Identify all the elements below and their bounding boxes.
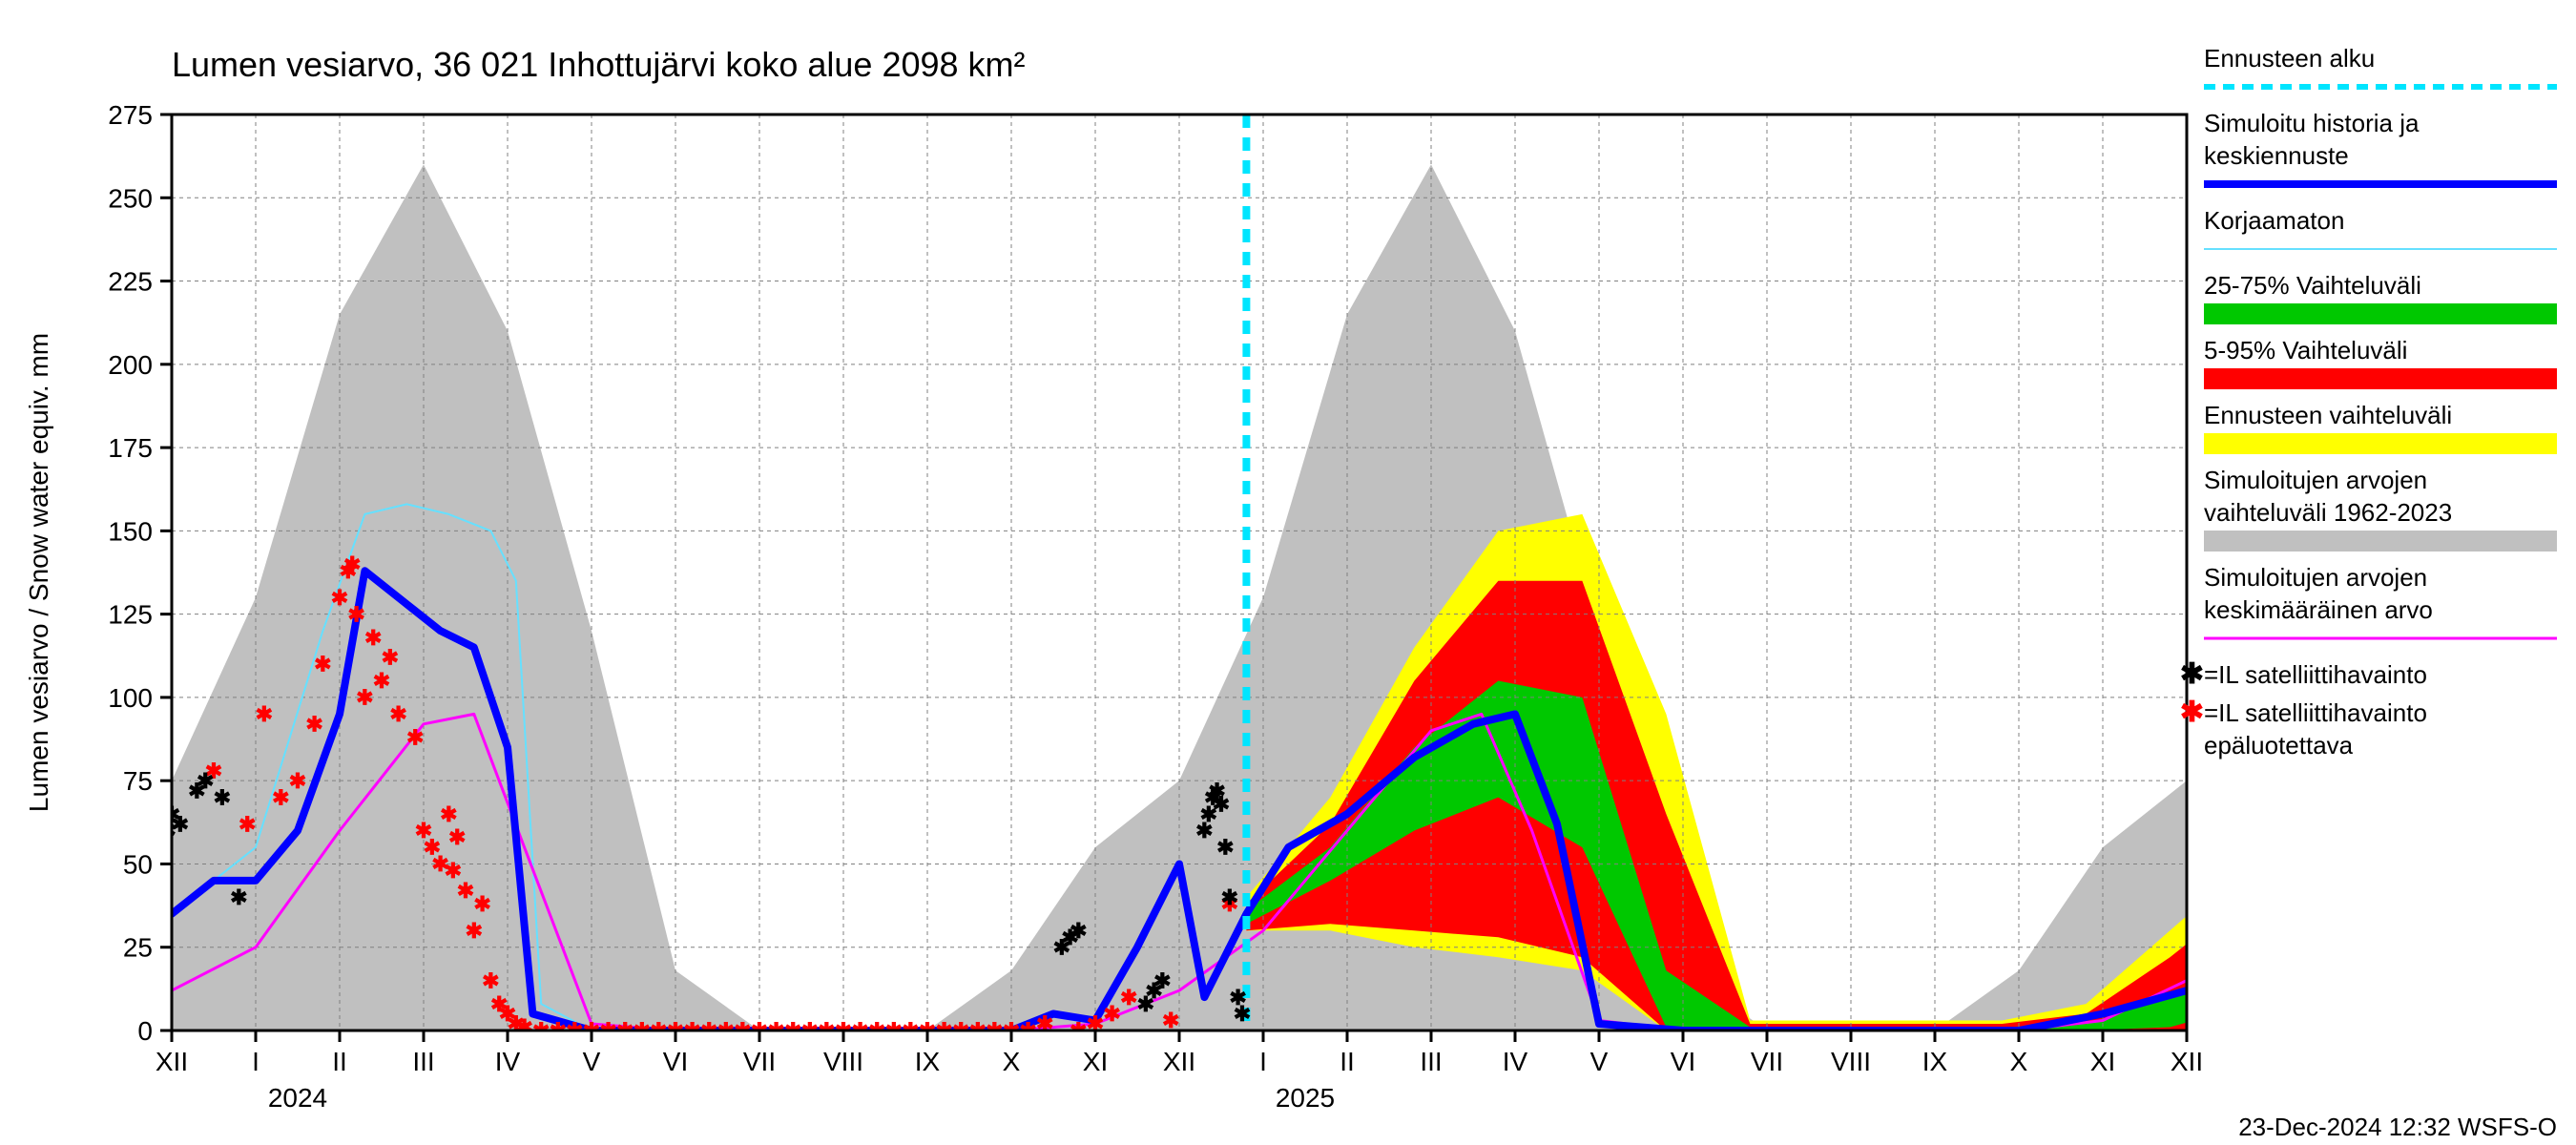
svg-text:200: 200 xyxy=(108,350,153,380)
svg-text:75: 75 xyxy=(123,766,153,796)
svg-text:✱: ✱ xyxy=(1213,792,1230,816)
svg-text:100: 100 xyxy=(108,683,153,713)
legend-label-uncorrected: Korjaamaton xyxy=(2204,206,2344,235)
svg-text:✱: ✱ xyxy=(1221,885,1238,909)
legend-label-sat_bad: epäluotettava xyxy=(2204,731,2354,760)
legend-label-full: Ennusteen vaihteluväli xyxy=(2204,401,2452,429)
svg-text:V: V xyxy=(583,1047,601,1076)
svg-text:✱: ✱ xyxy=(214,785,231,809)
svg-text:V: V xyxy=(1590,1047,1609,1076)
legend-swatch-hist_range xyxy=(2204,531,2557,552)
legend-label-sim_hist: keskiennuste xyxy=(2204,141,2349,170)
svg-text:✱: ✱ xyxy=(1216,836,1234,860)
svg-text:275: 275 xyxy=(108,100,153,130)
svg-text:I: I xyxy=(252,1047,260,1076)
svg-text:225: 225 xyxy=(108,267,153,297)
svg-text:VII: VII xyxy=(1751,1047,1783,1076)
svg-text:VI: VI xyxy=(663,1047,688,1076)
svg-text:✱: ✱ xyxy=(482,968,499,992)
svg-text:✱: ✱ xyxy=(406,726,424,750)
svg-text:III: III xyxy=(1420,1047,1442,1076)
svg-text:175: 175 xyxy=(108,433,153,463)
svg-text:✱: ✱ xyxy=(356,686,373,710)
svg-text:✱: ✱ xyxy=(1070,919,1087,943)
legend-label-forecast_start: Ennusteen alku xyxy=(2204,44,2375,73)
svg-text:XII: XII xyxy=(156,1047,188,1076)
svg-text:150: 150 xyxy=(108,516,153,546)
svg-text:✱: ✱ xyxy=(343,552,361,576)
timestamp: 23-Dec-2024 12:32 WSFS-O xyxy=(2238,1113,2557,1141)
svg-text:125: 125 xyxy=(108,600,153,630)
svg-text:✱: ✱ xyxy=(457,879,474,903)
svg-text:✱: ✱ xyxy=(331,586,348,610)
svg-text:✱: ✱ xyxy=(382,646,399,670)
legend-label-iq50: 25-75% Vaihteluväli xyxy=(2204,271,2421,300)
svg-text:VIII: VIII xyxy=(823,1047,863,1076)
svg-text:✱: ✱ xyxy=(272,785,289,809)
svg-text:✱: ✱ xyxy=(305,713,322,737)
svg-text:VII: VII xyxy=(743,1047,776,1076)
svg-text:IV: IV xyxy=(495,1047,521,1076)
chart-svg: ✱✱✱✱✱✱✱✱✱✱✱✱✱✱✱✱✱✱✱✱✱✱✱✱✱✱✱✱✱✱✱✱✱✱✱✱✱✱✱✱… xyxy=(0,0,2576,1145)
legend-marker-sat_bad: ✱ xyxy=(2180,697,2204,728)
svg-text:III: III xyxy=(412,1047,434,1076)
legend-label-sat_bad: =IL satelliittihavainto xyxy=(2204,698,2427,727)
svg-text:2024: 2024 xyxy=(268,1083,327,1113)
svg-text:✱: ✱ xyxy=(440,802,457,826)
svg-text:II: II xyxy=(1340,1047,1355,1076)
svg-text:X: X xyxy=(2010,1047,2028,1076)
svg-text:VIII: VIII xyxy=(1831,1047,1871,1076)
svg-text:✱: ✱ xyxy=(256,702,273,726)
svg-text:XI: XI xyxy=(1083,1047,1108,1076)
svg-text:XII: XII xyxy=(2171,1047,2203,1076)
svg-text:XII: XII xyxy=(1163,1047,1195,1076)
legend-label-hist_mean: keskimääräinen arvo xyxy=(2204,595,2433,624)
legend-label-hist_range: vaihteluväli 1962-2023 xyxy=(2204,498,2452,527)
svg-text:X: X xyxy=(1003,1047,1021,1076)
snow-water-equiv-chart: ✱✱✱✱✱✱✱✱✱✱✱✱✱✱✱✱✱✱✱✱✱✱✱✱✱✱✱✱✱✱✱✱✱✱✱✱✱✱✱✱… xyxy=(0,0,2576,1145)
chart-title: Lumen vesiarvo, 36 021 Inhottujärvi koko… xyxy=(172,45,1026,84)
svg-text:25: 25 xyxy=(123,933,153,963)
svg-text:250: 250 xyxy=(108,183,153,213)
svg-text:✱: ✱ xyxy=(197,769,214,793)
svg-text:✱: ✱ xyxy=(473,892,490,916)
legend-label-hist_range: Simuloitujen arvojen xyxy=(2204,466,2427,494)
svg-text:2025: 2025 xyxy=(1276,1083,1335,1113)
legend-swatch-iq90 xyxy=(2204,368,2557,389)
svg-text:✱: ✱ xyxy=(230,885,247,909)
svg-text:✱: ✱ xyxy=(1234,1002,1251,1026)
svg-text:✱: ✱ xyxy=(172,812,189,836)
legend-label-sim_hist: Simuloitu historia ja xyxy=(2204,109,2420,137)
svg-text:✱: ✱ xyxy=(448,825,466,849)
svg-text:✱: ✱ xyxy=(1153,968,1171,992)
svg-text:✱: ✱ xyxy=(1162,1009,1179,1032)
svg-text:I: I xyxy=(1259,1047,1267,1076)
svg-text:✱: ✱ xyxy=(364,626,382,650)
svg-text:✱: ✱ xyxy=(373,669,390,693)
svg-text:✱: ✱ xyxy=(314,653,331,677)
svg-text:✱: ✱ xyxy=(389,702,406,726)
legend-label-sat_ok: =IL satelliittihavainto xyxy=(2204,660,2427,689)
legend-swatch-iq50 xyxy=(2204,303,2557,324)
svg-text:II: II xyxy=(332,1047,347,1076)
svg-text:✱: ✱ xyxy=(466,919,483,943)
svg-text:VI: VI xyxy=(1671,1047,1695,1076)
svg-text:50: 50 xyxy=(123,849,153,879)
svg-text:✱: ✱ xyxy=(289,769,306,793)
svg-text:✱: ✱ xyxy=(1120,986,1137,1010)
svg-text:0: 0 xyxy=(137,1016,153,1046)
svg-text:XI: XI xyxy=(2090,1047,2115,1076)
svg-text:IX: IX xyxy=(1922,1047,1948,1076)
svg-text:✱: ✱ xyxy=(1103,1002,1120,1026)
legend-marker-sat_ok: ✱ xyxy=(2180,658,2204,690)
svg-text:IV: IV xyxy=(1503,1047,1528,1076)
svg-text:IX: IX xyxy=(915,1047,941,1076)
legend-swatch-full xyxy=(2204,433,2557,454)
legend-label-iq90: 5-95% Vaihteluväli xyxy=(2204,336,2407,364)
y-axis-label: Lumen vesiarvo / Snow water equiv. mm xyxy=(24,333,53,812)
svg-text:✱: ✱ xyxy=(239,812,256,836)
legend-label-hist_mean: Simuloitujen arvojen xyxy=(2204,563,2427,592)
svg-text:✱: ✱ xyxy=(347,602,364,626)
